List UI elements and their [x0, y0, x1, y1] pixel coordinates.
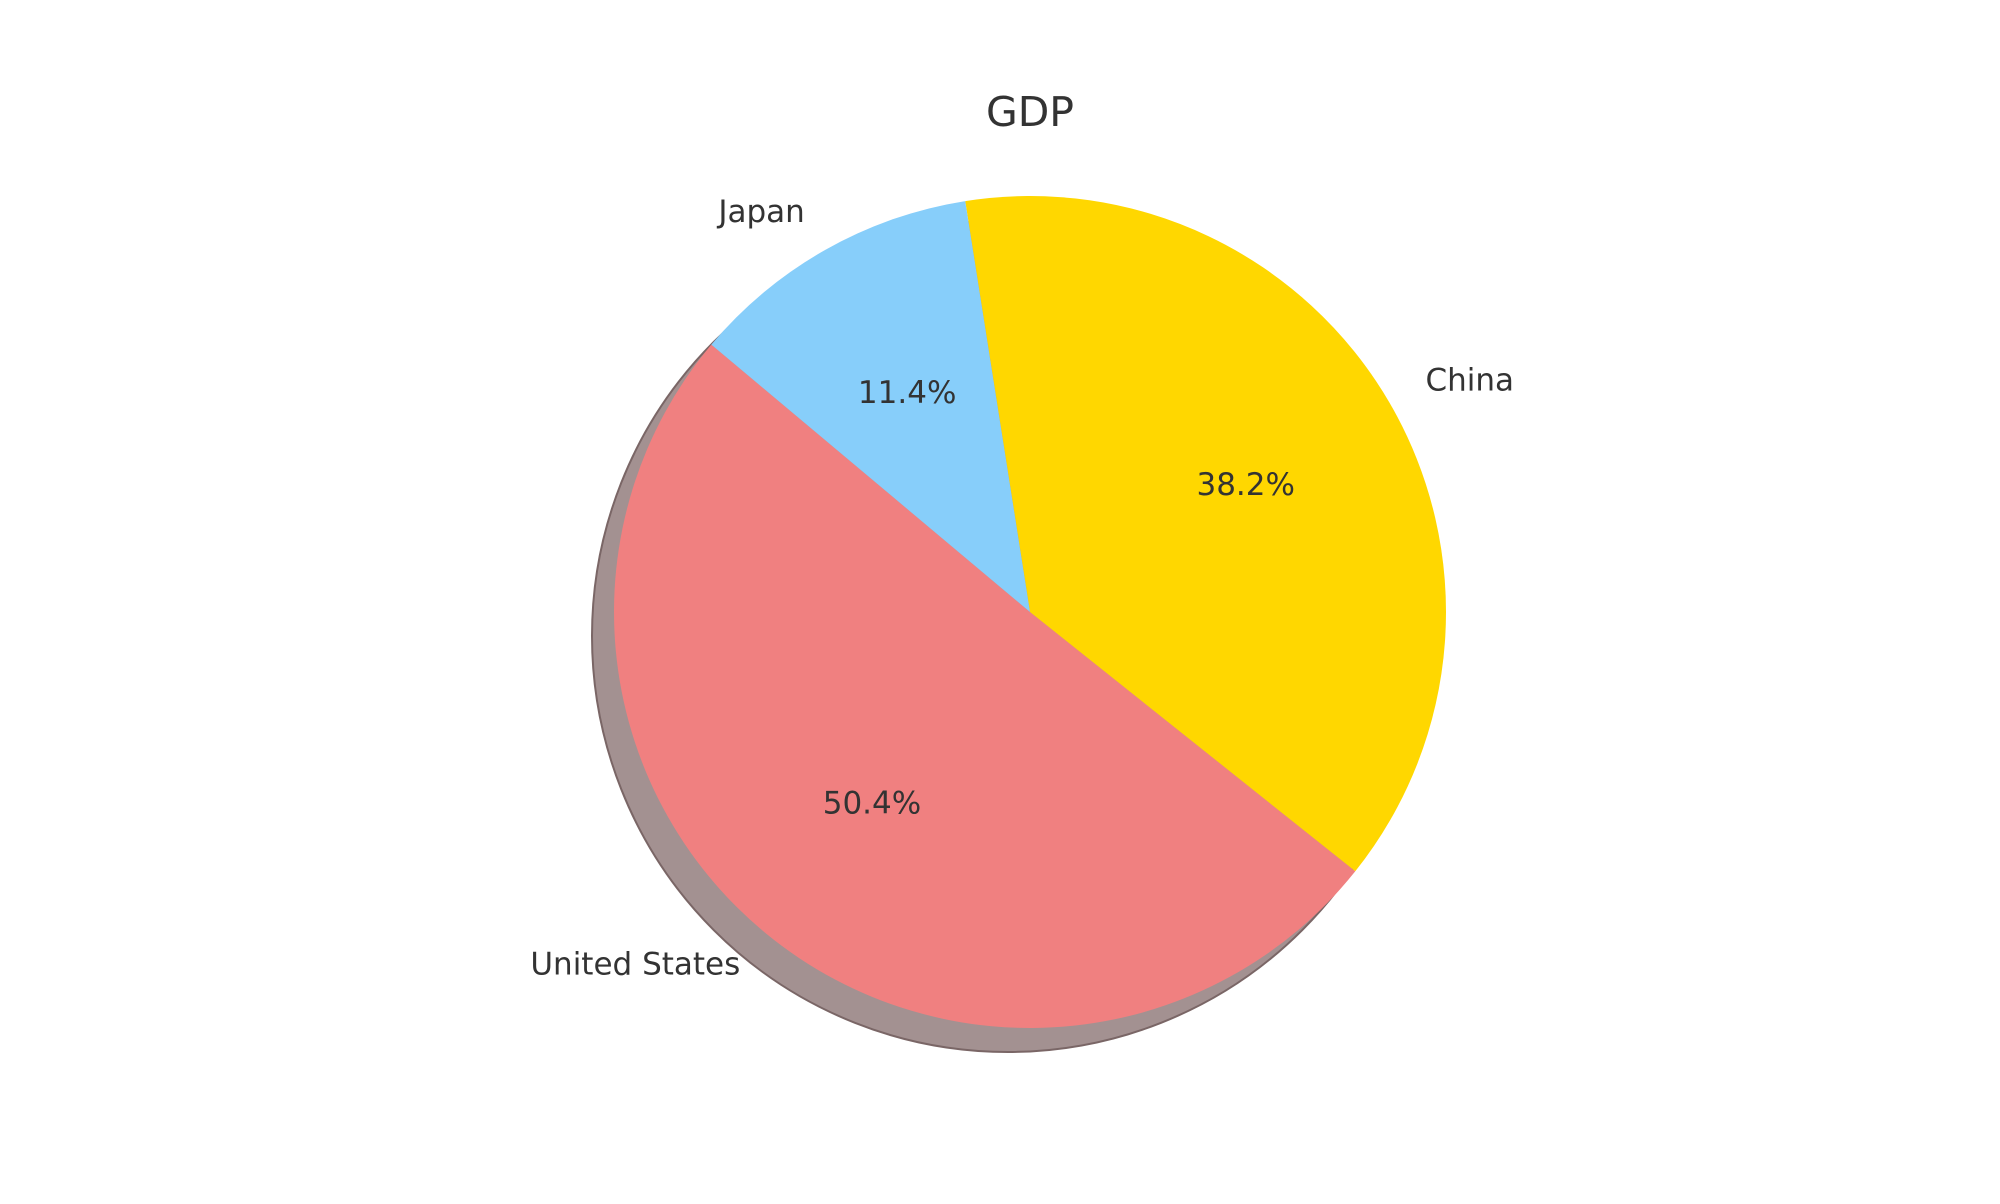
slice-percent-united-states: 50.4%: [823, 786, 921, 822]
slice-label-china: China: [1425, 362, 1514, 398]
slice-percent-japan: 11.4%: [858, 375, 956, 411]
slice-percent-china: 38.2%: [1196, 467, 1294, 503]
pie-slice-japan: [711, 201, 1030, 612]
pie-labels: United States 50.4% China 38.2% Japan 11.4%: [530, 194, 1514, 983]
pie-slice-united-states: [613, 344, 1356, 1029]
pie-slice-china: [965, 195, 1447, 872]
slice-label-united-states: United States: [530, 947, 740, 983]
chart-title: GDP: [986, 88, 1074, 136]
slice-label-japan: Japan: [716, 194, 804, 230]
pie-slices: [613, 195, 1447, 1029]
